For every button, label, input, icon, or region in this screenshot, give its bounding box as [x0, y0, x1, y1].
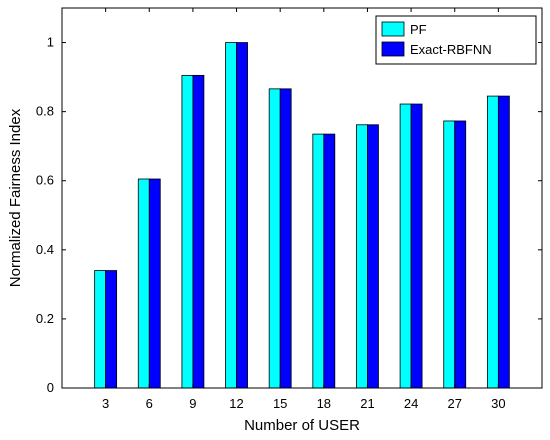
bar-exact-rbfnn-21 [367, 124, 379, 389]
x-tick-label: 21 [360, 396, 374, 411]
x-tick-label: 6 [146, 396, 153, 411]
x-tick-label: 30 [491, 396, 505, 411]
bar-exact-rbfnn-30 [497, 95, 510, 389]
bar-exact-rbfnn-15 [279, 88, 292, 389]
x-tick-label: 18 [317, 396, 331, 411]
bar-pf-6 [137, 178, 150, 389]
bar-exact-rbfnn-6 [148, 178, 161, 389]
legend-label: PF [410, 22, 427, 37]
x-tick-label: 12 [229, 396, 243, 411]
y-tick-label: 0.4 [36, 242, 54, 257]
x-axis-label: Number of USER [244, 417, 360, 434]
bar-exact-rbfnn-18 [323, 133, 336, 389]
x-axis-ticks: 3 6 9 12 15 18 21 24 27 30 [102, 8, 506, 411]
bar-pf-21 [356, 124, 368, 389]
bar-exact-rbfnn-24 [410, 103, 423, 389]
bar-exact-rbfnn-12 [236, 42, 248, 389]
bar-exact-rbfnn-27 [454, 120, 467, 389]
bar-exact-rbfnn-9 [192, 74, 205, 389]
plot-area-frame [61, 7, 543, 389]
legend: PF Exact-RBFNN [375, 15, 537, 65]
x-tick-label: 9 [189, 396, 196, 411]
legend-swatch-pf [381, 21, 405, 37]
bar-pf-27 [443, 120, 456, 389]
bar-pf-24 [399, 103, 412, 389]
x-tick-label: 24 [404, 396, 418, 411]
bar-pf-12 [225, 42, 237, 389]
bar-pf-15 [268, 88, 281, 389]
y-tick-label: 0.8 [36, 104, 54, 119]
x-tick-label: 27 [447, 396, 461, 411]
y-axis-label: Normalized Fairness Index [7, 108, 24, 287]
legend-swatch-exact-rbfnn [381, 41, 405, 57]
y-tick-label: 1 [47, 35, 54, 50]
bar-pf-30 [486, 95, 499, 389]
x-tick-label: 3 [102, 396, 109, 411]
bar-pf-3 [94, 270, 107, 389]
bar-pf-18 [312, 133, 325, 389]
y-tick-label: 0.6 [36, 173, 54, 188]
y-axis-ticks: 0 0.2 0.4 0.6 0.8 1 [36, 35, 542, 395]
bar-exact-rbfnn-3 [105, 270, 118, 389]
x-tick-label: 15 [273, 396, 287, 411]
bar-pf-9 [181, 74, 194, 389]
legend-label: Exact-RBFNN [410, 42, 492, 57]
y-tick-label: 0 [47, 380, 54, 395]
y-tick-label: 0.2 [36, 311, 54, 326]
